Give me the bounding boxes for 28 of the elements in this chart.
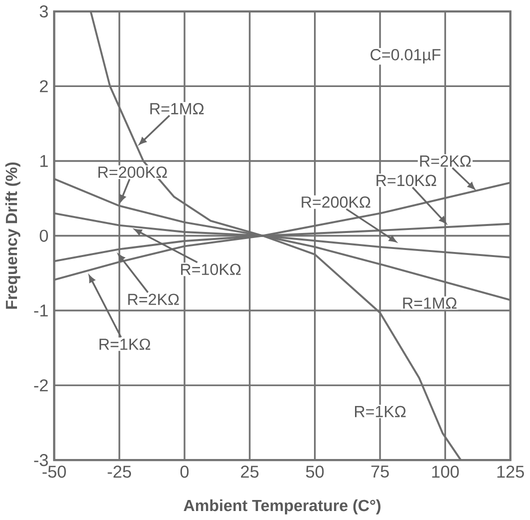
y-tick-label: -2	[34, 379, 48, 392]
annotation: R=200KΩ	[302, 196, 370, 208]
y-tick-label: -3	[34, 454, 48, 466]
annotation: R=2KΩ	[420, 155, 471, 167]
x-tick-label: 100	[432, 466, 459, 478]
annotation: C=0.01µF	[370, 49, 440, 64]
x-tick-label: 50	[306, 466, 324, 478]
x-tick-label: 75	[371, 466, 389, 478]
x-tick-label: -50	[42, 466, 66, 478]
x-tick-label: 0	[180, 466, 189, 478]
x-tick-label: 125	[497, 466, 524, 478]
x-tick-label: 25	[241, 466, 258, 478]
x-tick-label: -25	[108, 466, 132, 478]
y-tick-label: -1	[34, 304, 48, 317]
annotation: R=1KΩ	[100, 338, 150, 350]
y-tick-label: 2	[40, 80, 48, 92]
y-tick-label: 0	[40, 230, 48, 242]
y-axis-title: Frequency Drift (%)	[5, 162, 20, 309]
x-axis-title: Ambient Temperature (C°)	[184, 500, 380, 514]
annotation: R=10KΩ	[376, 174, 436, 186]
annotation: R=1MΩ	[403, 298, 457, 309]
y-tick-label: 1	[40, 155, 48, 167]
annotation: R=10KΩ	[181, 264, 241, 276]
annotation: R=1MΩ	[150, 103, 204, 114]
annotation: R=200KΩ	[98, 166, 167, 178]
y-tick-label: 3	[40, 5, 48, 18]
annotation: R=1KΩ	[355, 406, 406, 418]
annotation: R=2KΩ	[128, 294, 179, 306]
